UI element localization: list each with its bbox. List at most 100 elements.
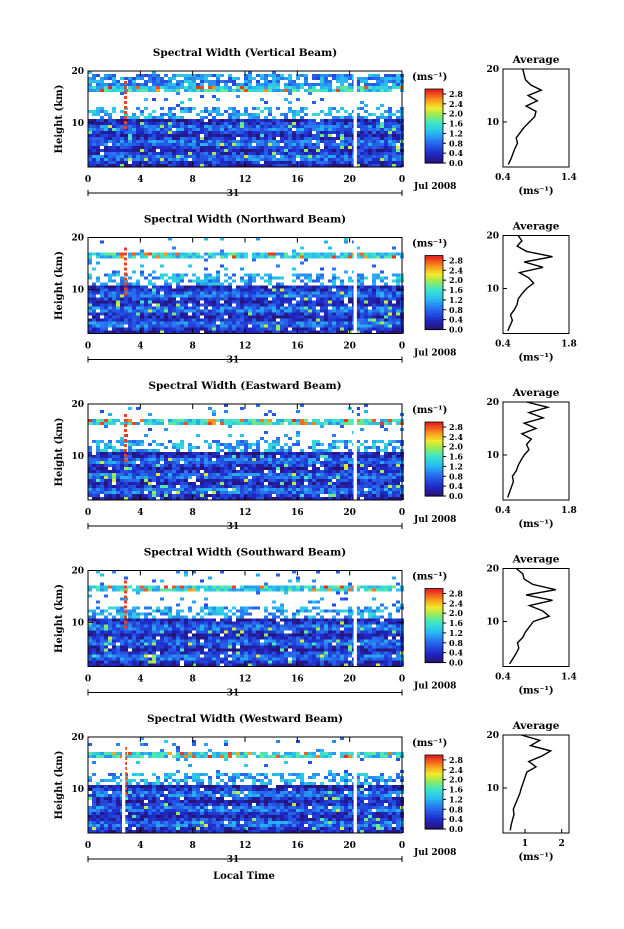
colorbar-segment [425, 792, 443, 796]
average-y-tick-label: 10 [486, 784, 499, 794]
y-tick-label: 20 [71, 400, 84, 410]
colorbar-segment [425, 794, 443, 798]
average-profile-line [509, 567, 556, 665]
colorbar-tick-label: 0.8 [449, 804, 463, 814]
x-tick-label: 12 [239, 841, 252, 851]
data-gap [353, 404, 357, 500]
colorbar-segment [425, 652, 443, 656]
average-profile-line [507, 235, 553, 332]
colorbar-tick-label: 2.4 [449, 99, 463, 109]
colorbar-segment [425, 441, 443, 445]
colorbar-tick-label: 2.0 [449, 109, 463, 119]
colorbar-segment [425, 309, 443, 313]
day-label: 31 [227, 522, 240, 532]
panel-4: Spectral Width (Southward Beam) 10 20 Heigh… [54, 547, 577, 699]
colorbar-segment [425, 463, 443, 467]
date-label: Jul 2008 [413, 349, 456, 359]
average-y-tick-label: 10 [486, 451, 499, 461]
average-frame [502, 568, 570, 667]
colorbar-tick-label: 0.8 [449, 471, 463, 481]
data-gap [353, 737, 357, 833]
x-tick-label: 0 [85, 675, 91, 685]
colorbar-segment [425, 757, 443, 761]
colorbar-segment [425, 759, 443, 763]
colorbar-unit: (ms⁻¹) [412, 405, 447, 416]
colorbar-segment [425, 111, 443, 115]
colorbar-segment [425, 819, 443, 823]
colorbar-tick-label: 0.0 [449, 491, 463, 501]
colorbar-segment [425, 89, 443, 93]
colorbar-segment [425, 260, 443, 264]
x-tick-label: 20 [343, 675, 356, 685]
colorbar-tick-label: 1.6 [449, 785, 463, 795]
colorbar-segment [425, 816, 443, 820]
colorbar-segment [425, 769, 443, 773]
colorbar-tick-label: 1.2 [449, 295, 463, 305]
colorbar-segment [425, 600, 443, 604]
average-x-tick-label: 0.4 [495, 506, 511, 516]
colorbar-segment [425, 103, 443, 107]
y-tick-label: 20 [71, 567, 84, 577]
colorbar-segment [425, 422, 443, 426]
colorbar-segment [425, 627, 443, 632]
colorbar-segment [425, 285, 443, 289]
colorbar-tick-label: 1.6 [449, 452, 463, 462]
colorbar-segment [425, 444, 443, 448]
x-tick-label: 8 [190, 675, 196, 685]
colorbar-segment [425, 265, 443, 269]
x-tick-label: 16 [291, 342, 304, 352]
colorbar-segment [425, 615, 443, 619]
average-y-tick-label: 10 [486, 118, 499, 128]
average-x-label: (ms⁻¹) [518, 686, 553, 697]
colorbar-segment [425, 764, 443, 768]
colorbar-segment [425, 630, 443, 634]
colorbar-segment [425, 486, 443, 490]
colorbar-segment [425, 299, 443, 303]
x-tick-label: 20 [343, 342, 356, 352]
colorbar-segment [425, 93, 443, 97]
colorbar-tick-label: 2.8 [449, 422, 463, 432]
colorbar-segment [425, 96, 443, 100]
colorbar-tick-label: 2.0 [449, 275, 463, 285]
colorbar-tick-label: 0.0 [449, 824, 463, 834]
x-tick-label: 20 [343, 841, 356, 851]
x-tick-label: 0 [85, 841, 91, 851]
colorbar-segment [425, 101, 443, 105]
colorbar-segment [425, 113, 443, 117]
colorbar-segment [425, 138, 443, 142]
heatmap-cells [88, 71, 404, 167]
average-title: Average [512, 720, 560, 732]
colorbar-segment [425, 280, 443, 284]
y-tick-label: 20 [71, 733, 84, 743]
colorbar-tick-label: 2.8 [449, 755, 463, 765]
colorbar-segment [425, 588, 443, 592]
colorbar-segment [425, 784, 443, 788]
colorbar-segment [425, 640, 443, 644]
colorbar-segment [425, 461, 443, 465]
panel-3: Spectral Width (Eastward Beam) 10 20 Height… [54, 380, 577, 532]
panel-2: Spectral Width (Northward Beam) 10 20 Heigh… [54, 214, 577, 366]
colorbar-segment [425, 116, 443, 120]
colorbar-tick-label: 0.0 [449, 325, 463, 335]
colorbar-segment [425, 317, 443, 321]
heatmap-cells [88, 404, 404, 500]
colorbar-segment [425, 277, 443, 281]
colorbar-segment [425, 625, 443, 629]
colorbar-segment [425, 483, 443, 487]
colorbar-frame [424, 88, 444, 164]
colorbar-segment [425, 767, 443, 771]
colorbar-tick-label: 2.0 [449, 608, 463, 618]
average-x-tick-label: 0.4 [495, 173, 511, 183]
colorbar-segment [425, 608, 443, 612]
colorbar-tick-label: 2.0 [449, 775, 463, 785]
colorbar-segment [425, 809, 443, 813]
colorbar-segment [425, 779, 443, 783]
average-x-tick-label: 0.4 [495, 673, 511, 683]
colorbar-segment [425, 787, 443, 791]
colorbar-unit: (ms⁻¹) [412, 239, 447, 250]
colorbar-segment [425, 590, 443, 595]
colorbar-segment [425, 620, 443, 624]
colorbar-segment [425, 150, 443, 154]
colorbar-segment [425, 772, 443, 776]
x-tick-label: 16 [291, 841, 304, 851]
